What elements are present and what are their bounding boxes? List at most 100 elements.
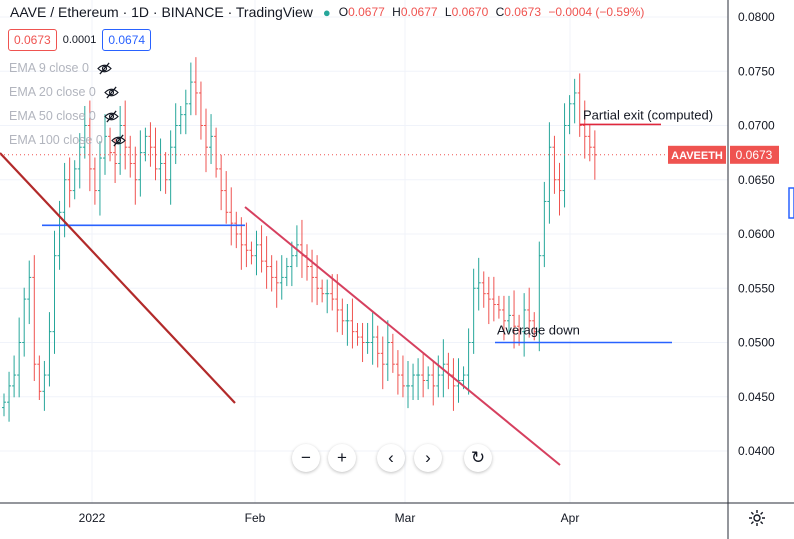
scroll-right-button[interactable]: › [414, 444, 442, 472]
candle [37, 355, 42, 401]
time-tick-label: Mar [395, 511, 416, 525]
candle [582, 100, 587, 159]
candle [411, 363, 416, 401]
grid-lines [0, 0, 728, 503]
candle [507, 295, 511, 333]
candle [82, 105, 87, 159]
ohlc-low: 0.0670 [451, 5, 489, 19]
candle [527, 287, 532, 338]
candle [143, 127, 148, 162]
candle [204, 108, 208, 173]
candle [416, 358, 421, 401]
ohlc-change: −0.0004 (−0.59%) [548, 5, 645, 19]
candle [375, 325, 380, 368]
time-tick-label: Feb [245, 511, 266, 525]
candle [27, 260, 32, 325]
last-price-tag-bg [730, 145, 779, 164]
candle [547, 122, 552, 224]
candle [209, 114, 214, 165]
candle [587, 124, 592, 162]
candle [249, 241, 254, 265]
price-tick-label: 0.0750 [738, 64, 775, 78]
candle [188, 62, 193, 116]
candle [32, 255, 37, 382]
candle [400, 355, 405, 398]
candle [264, 236, 269, 289]
candle [486, 276, 491, 325]
trend-line-1 [0, 152, 236, 404]
candle [481, 271, 486, 308]
time-tick-label: 2022 [79, 511, 106, 525]
scroll-left-button[interactable]: ‹ [377, 444, 405, 472]
candle [451, 358, 456, 411]
candle [385, 320, 390, 382]
candle [92, 157, 97, 205]
candle [406, 360, 410, 409]
candle [315, 255, 320, 306]
drawings[interactable]: Partial exit (computed) Average down [0, 107, 728, 466]
ohlc-low-key: L [444, 5, 452, 19]
candle [153, 127, 158, 181]
candle [355, 322, 360, 346]
zoom-out-button[interactable]: − [292, 444, 320, 472]
indicator-ema20[interactable]: EMA 20 close 0 [9, 85, 119, 99]
price-tick-label: 0.0500 [738, 336, 775, 350]
reset-chart-button[interactable]: ↻ [464, 444, 492, 472]
ohlc-high: 0.0677 [400, 5, 438, 19]
ohlc-open: 0.0677 [348, 5, 385, 19]
candle [103, 114, 107, 175]
indicator-label: EMA 9 close 0 [9, 61, 89, 75]
candle [466, 328, 471, 395]
eye-off-icon[interactable] [111, 134, 126, 147]
symbol-title[interactable]: AAVE / Ethereum · 1D · BINANCE · Trading… [10, 4, 313, 20]
candle [289, 241, 294, 287]
candle [552, 135, 557, 194]
candle [87, 100, 92, 192]
indicator-ema100[interactable]: EMA 100 close 0 [9, 133, 126, 147]
candle [198, 81, 203, 140]
sell-price-button[interactable]: 0.0673 [8, 29, 57, 51]
candle [173, 103, 178, 165]
settings-gear-icon[interactable] [745, 506, 769, 530]
candle [380, 336, 385, 390]
price-tick-label: 0.0650 [738, 173, 775, 187]
candle [542, 181, 547, 268]
price-axis-handle [788, 187, 794, 219]
candle [421, 352, 426, 398]
average-down-label: Average down [497, 323, 580, 338]
candle [350, 298, 355, 349]
candle [163, 152, 168, 194]
candle [7, 371, 12, 422]
candle [128, 135, 133, 178]
candle [244, 222, 249, 268]
candle [426, 366, 431, 390]
buy-price-button[interactable]: 0.0674 [102, 29, 152, 51]
candle [168, 130, 173, 205]
candle [274, 260, 279, 308]
indicator-ema9[interactable]: EMA 9 close 0 [9, 61, 112, 75]
candle [57, 200, 62, 270]
ohlc-high-key: H [392, 5, 401, 19]
trade-panel: 0.0673 0.0001 0.0674 [8, 29, 152, 51]
chart-header: AAVE / Ethereum · 1D · BINANCE · Trading… [0, 0, 648, 24]
candle [562, 103, 567, 208]
candle [446, 352, 451, 390]
candle [557, 162, 562, 216]
zoom-in-button[interactable]: + [328, 444, 356, 472]
eye-off-icon[interactable] [104, 86, 119, 99]
candle [517, 314, 522, 346]
candle [390, 333, 395, 373]
eye-off-icon[interactable] [97, 62, 112, 75]
candle [284, 257, 289, 287]
candle [113, 138, 118, 184]
candle [395, 350, 400, 395]
candle [259, 225, 264, 273]
indicator-ema50[interactable]: EMA 50 close 0 [9, 109, 119, 123]
eye-off-icon[interactable] [104, 110, 119, 123]
price-tick-label: 0.0700 [738, 119, 775, 133]
candle [42, 360, 47, 411]
indicator-label: EMA 20 close 0 [9, 85, 96, 99]
candle [501, 295, 506, 341]
candle [224, 171, 229, 224]
